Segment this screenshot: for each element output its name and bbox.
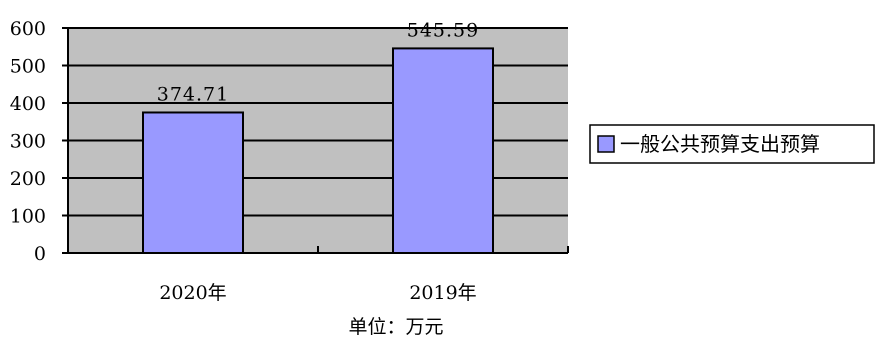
legend-swatch: [597, 135, 615, 153]
unit-label: 单位：万元: [348, 316, 443, 338]
legend-box: [589, 124, 875, 164]
y-tick-label: 0: [34, 243, 46, 265]
y-tick-label: 400: [10, 93, 46, 115]
data-labels: 374.71 545.59: [157, 19, 479, 105]
legend: 一般公共预算支出预算: [589, 124, 875, 164]
data-label: 545.59: [407, 19, 479, 41]
axes: [62, 27, 569, 254]
y-tick-label: 600: [10, 18, 46, 40]
bar: [142, 111, 244, 254]
y-tick-label: 500: [10, 56, 46, 78]
y-tick-label: 200: [10, 168, 46, 190]
y-tick-label: 100: [10, 206, 46, 228]
x-tick-label: 2020年: [159, 282, 226, 304]
bar: [392, 47, 494, 255]
y-tick-label: 300: [10, 131, 46, 153]
data-label: 374.71: [157, 83, 229, 105]
x-tick-labels: 2020年 2019年: [159, 282, 476, 304]
x-tick-label: 2019年: [409, 282, 476, 304]
bars: [142, 47, 494, 255]
legend-label: 一般公共预算支出预算: [620, 132, 820, 156]
y-tick-labels: 0 100 200 300 400 500 600: [10, 18, 46, 265]
